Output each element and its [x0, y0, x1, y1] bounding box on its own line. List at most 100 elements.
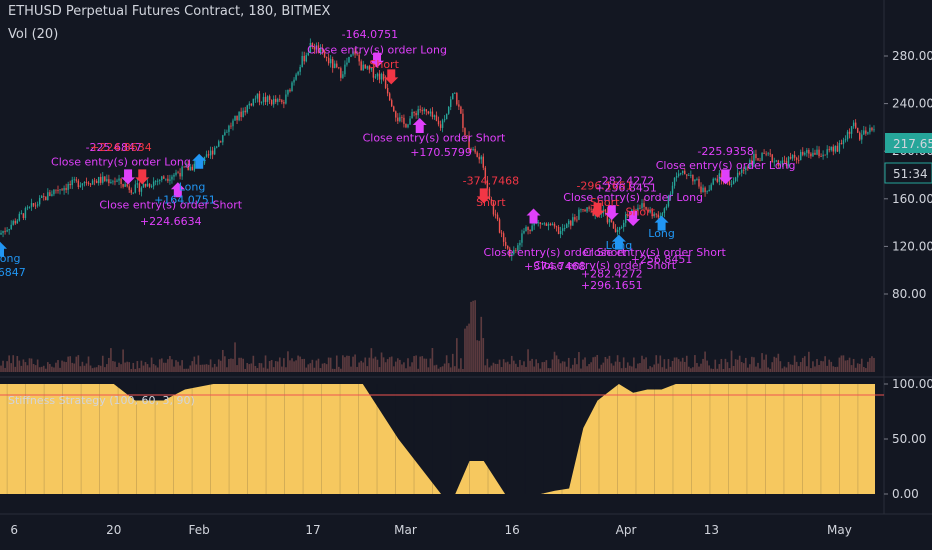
- volume-bar: [325, 364, 328, 372]
- volume-bar: [340, 368, 342, 372]
- candle-body: [470, 148, 472, 150]
- volume-bar: [751, 356, 753, 372]
- candle-body: [850, 126, 853, 134]
- volume-bar: [820, 360, 822, 372]
- candle-body: [789, 157, 792, 159]
- candle-body: [18, 213, 21, 221]
- volume-bar: [458, 368, 460, 372]
- volume-bar: [527, 349, 529, 372]
- candle-body: [307, 52, 309, 56]
- volume-bar: [696, 363, 698, 372]
- volume-bar: [462, 368, 464, 372]
- candle-body: [87, 182, 90, 184]
- candle-body: [376, 73, 379, 77]
- candle-body: [586, 207, 588, 212]
- volume-bar: [14, 366, 17, 372]
- candle-body: [840, 143, 843, 145]
- trade-label: -225.6847: [86, 141, 142, 154]
- candle-body: [863, 130, 865, 135]
- candle-body: [26, 207, 29, 209]
- candle-body: [28, 206, 31, 208]
- volume-bar: [812, 361, 814, 372]
- candle-body: [814, 152, 816, 155]
- candle-body: [741, 169, 743, 173]
- candle-body: [205, 154, 208, 157]
- volume-bar: [85, 363, 88, 372]
- stiffness-axis[interactable]: 100.00 50.00 0.00: [884, 377, 932, 501]
- volume-bar: [724, 358, 727, 372]
- time-axis[interactable]: 6 20 Feb 17 Mar 16 Apr 13 May: [10, 523, 851, 537]
- candle-body: [759, 160, 761, 162]
- candle-body: [252, 98, 255, 106]
- candle-body: [309, 43, 312, 53]
- candle-body: [411, 112, 413, 119]
- trade-label: -164.0751: [342, 28, 398, 41]
- volume-bar: [781, 368, 784, 372]
- volume-bar: [763, 359, 765, 372]
- candle-body: [75, 179, 78, 181]
- candle-body: [517, 245, 519, 251]
- volume-bar: [677, 359, 680, 372]
- volume-bar: [523, 361, 525, 372]
- trade-label: +170.5799: [410, 146, 472, 159]
- volume-bar: [144, 362, 147, 372]
- volume-bar: [77, 355, 80, 372]
- trade-label: +282.4272: [581, 267, 643, 280]
- volume-bar: [89, 365, 92, 372]
- candle-body: [354, 51, 356, 55]
- candle-body: [708, 189, 710, 192]
- volume-bar: [55, 362, 57, 372]
- volume-bar: [679, 361, 682, 372]
- volume-bar: [152, 363, 155, 372]
- volume-bar: [95, 367, 98, 372]
- candle-body: [114, 181, 116, 183]
- candle-body: [216, 146, 218, 148]
- candle-body: [549, 223, 552, 226]
- volume-bar: [378, 367, 381, 372]
- volume-bar: [79, 366, 82, 372]
- volume-bar: [531, 358, 533, 372]
- trade-label: -296.1651: [576, 179, 632, 192]
- volume-bar: [451, 353, 454, 372]
- trade-label: Close entry(s) order Short: [484, 246, 627, 259]
- candle-body: [362, 64, 364, 71]
- volume-bar: [832, 366, 835, 372]
- candle-body: [478, 156, 480, 160]
- volume-bar: [380, 352, 383, 372]
- trade-label: Close entry(s) order Short: [99, 198, 242, 211]
- candle-body: [207, 154, 210, 156]
- candle-body: [500, 232, 503, 234]
- volume-bar: [433, 365, 436, 372]
- volume-bar: [260, 363, 263, 372]
- volume-bar: [828, 359, 831, 372]
- volume-bar: [645, 357, 647, 372]
- volume-bar: [551, 359, 554, 372]
- volume-bar: [264, 355, 267, 372]
- volume-bar: [598, 368, 601, 372]
- volume-bar: [854, 367, 857, 372]
- candle-body: [559, 230, 562, 234]
- volume-bar: [388, 357, 391, 372]
- volume-bar: [592, 357, 594, 372]
- trade-arrow-down: [370, 52, 385, 68]
- volume-bar: [791, 364, 794, 372]
- volume-bar: [51, 366, 53, 372]
- candle-body: [555, 226, 558, 228]
- volume-bar: [600, 364, 603, 372]
- candle-body: [266, 96, 269, 102]
- candle-body: [397, 117, 399, 122]
- volume-bar: [274, 361, 277, 372]
- candle-body: [395, 111, 397, 118]
- volume-bar: [53, 367, 55, 372]
- volume-bar: [612, 365, 615, 372]
- volume-bar: [787, 361, 790, 372]
- volume-bar: [620, 368, 623, 372]
- candle-body: [142, 183, 145, 188]
- candle-body: [651, 210, 653, 217]
- candle-body: [856, 127, 859, 133]
- volume-bar: [777, 353, 780, 372]
- volume-bar: [232, 358, 234, 372]
- volume-bar: [476, 340, 478, 372]
- trade-arrow-down: [384, 69, 399, 85]
